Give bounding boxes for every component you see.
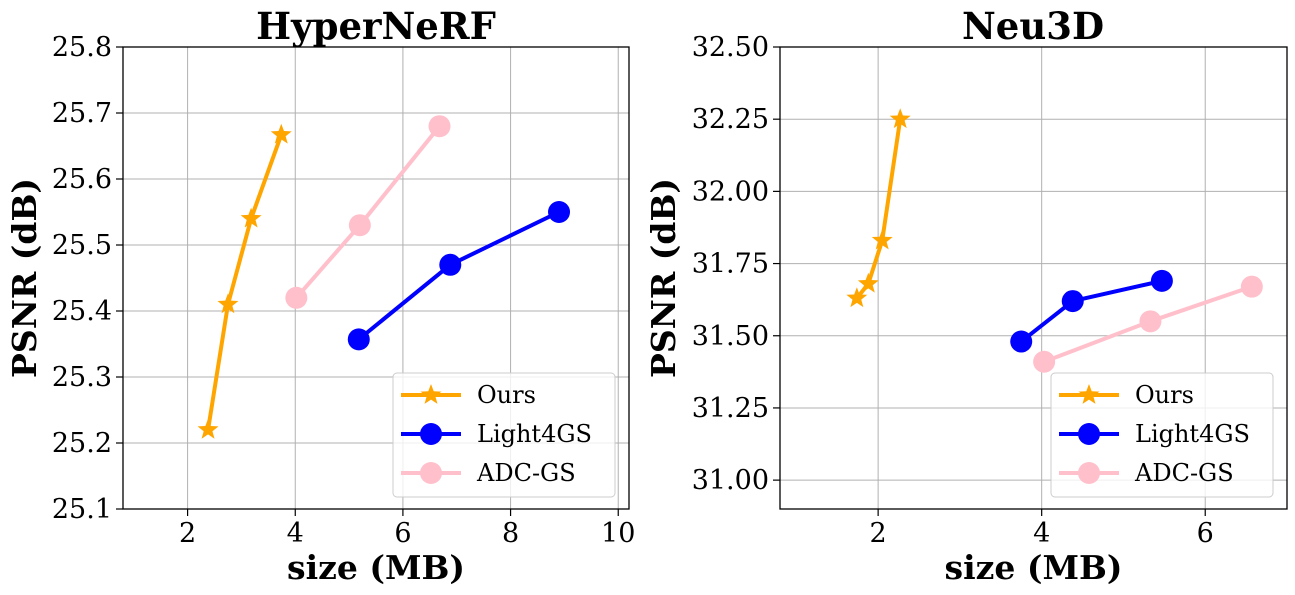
x-tick-label: 6: [394, 518, 411, 549]
data-point: [439, 253, 462, 276]
legend-box: [1050, 372, 1274, 498]
legend-box: [392, 372, 616, 498]
legend-label: Light4GS: [477, 420, 592, 448]
x-axis-label: size (MB): [945, 548, 1123, 587]
y-tick-label: 32.25: [692, 104, 769, 135]
legend-label: ADC-GS: [476, 459, 576, 487]
data-point-star: [857, 272, 879, 293]
series-line: [206, 134, 284, 431]
series-line: [357, 210, 560, 341]
chart-panel-2: 2 4 6 31.00 31.25 31.50 31.75 32.00 32.25 32.50 Ne…: [644, 4, 1288, 587]
x-tick-label: 4: [287, 518, 304, 549]
y-tick-label: 25.7: [52, 98, 112, 129]
data-point-star: [197, 418, 219, 439]
x-tick-label: 2: [870, 518, 887, 549]
data-point-star: [889, 108, 911, 129]
y-tick-label: 31.50: [692, 321, 769, 352]
x-tick-label: 10: [601, 518, 635, 549]
chart-title: HyperNeRF: [256, 4, 496, 48]
series-line: [1019, 278, 1163, 344]
data-point: [1033, 350, 1056, 373]
series-adc-gs: [1033, 275, 1263, 373]
y-tick-label: 31.00: [692, 465, 769, 496]
y-tick-label: 25.5: [52, 230, 112, 261]
y-axis-label: PSNR (dB): [5, 178, 44, 378]
data-point: [1240, 275, 1263, 298]
y-tick-label: 25.3: [52, 362, 112, 393]
y-tick-label: 25.2: [52, 428, 112, 459]
legend-marker: [420, 462, 442, 484]
x-tick-label: 8: [502, 518, 519, 549]
y-tick-label: 31.25: [692, 393, 769, 424]
series-line: [294, 124, 442, 300]
chart-panel-1: 2 4 6 8 10 25.1 25.2 25.3 25.4 25.5 25.6 25.7 25.8 Hy…: [5, 4, 635, 587]
legend-marker-star: [1078, 384, 1100, 404]
data-point-star: [217, 293, 239, 314]
y-tick-label: 32.00: [692, 176, 769, 207]
data-point-star: [240, 207, 262, 228]
y-tick-label: 32.50: [692, 32, 769, 63]
y-tick-label: 25.4: [52, 296, 112, 327]
series-ours: [846, 108, 911, 308]
x-tick-label: 6: [1197, 518, 1214, 549]
series-light4gs: [1010, 269, 1173, 353]
data-point: [1061, 290, 1084, 313]
series-ours: [197, 123, 292, 439]
y-tick-label: 25.6: [52, 164, 112, 195]
data-point: [1010, 330, 1033, 353]
legend-marker: [420, 423, 442, 445]
legend-label: ADC-GS: [1134, 459, 1234, 487]
data-point: [428, 115, 451, 138]
data-point: [285, 286, 308, 309]
y-tick-label: 25.8: [52, 32, 112, 63]
y-axis-label: PSNR (dB): [644, 178, 683, 378]
series-light4gs: [347, 201, 571, 351]
data-point-star: [270, 123, 292, 144]
legend: Ours Light4GS ADC-GS: [392, 372, 616, 498]
data-point: [1139, 310, 1162, 333]
x-tick-label: 2: [179, 518, 196, 549]
y-tick-label: 31.75: [692, 249, 769, 280]
data-point-star: [871, 229, 893, 250]
chart-title: Neu3D: [962, 4, 1104, 48]
plot-frame: [779, 46, 1288, 510]
legend-marker: [1078, 423, 1100, 445]
y-tick-label: 25.1: [52, 494, 112, 525]
legend-marker-star: [420, 384, 442, 404]
plot-frame: [122, 46, 630, 510]
data-point: [548, 201, 571, 223]
data-point: [347, 328, 370, 351]
legend: Ours Light4GS ADC-GS: [1050, 372, 1274, 498]
data-point: [348, 214, 371, 237]
x-axis-label: size (MB): [287, 548, 465, 587]
legend-label: Ours: [477, 381, 536, 409]
legend-label: Light4GS: [1135, 420, 1250, 448]
data-point-star: [846, 287, 868, 308]
legend-marker: [1078, 462, 1100, 484]
data-point: [1150, 269, 1173, 292]
x-tick-label: 4: [1033, 518, 1050, 549]
series-adc-gs: [285, 115, 451, 309]
legend-label: Ours: [1135, 381, 1194, 409]
